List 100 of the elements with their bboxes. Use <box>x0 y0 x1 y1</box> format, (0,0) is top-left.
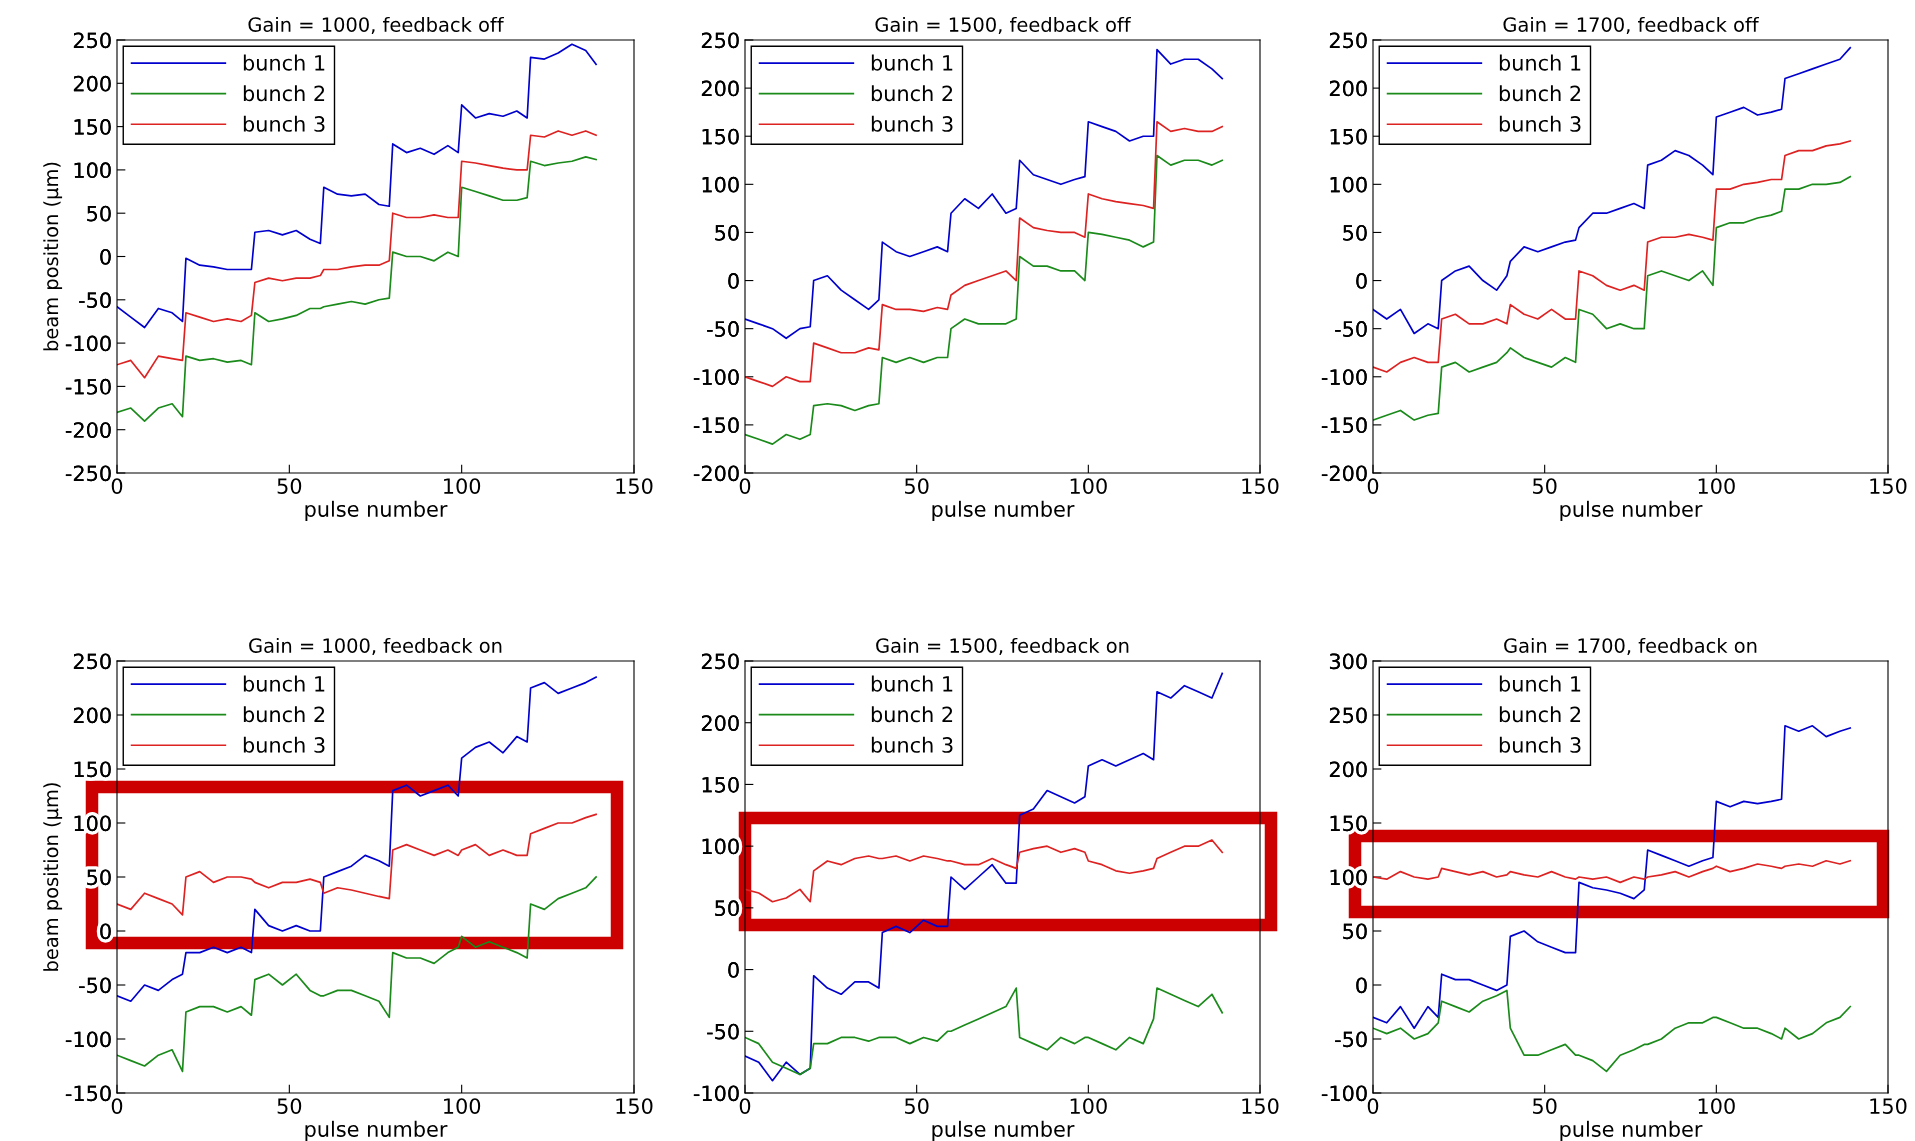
legend-label: bunch 1 <box>243 54 325 71</box>
x-tick-label: 100 <box>1698 1098 1735 1114</box>
chart-title: Gain = 1500, feedback on <box>876 637 1129 655</box>
x-tick-label: 100 <box>1070 1098 1107 1114</box>
legend-label: bunch 3 <box>871 736 953 753</box>
x-tick-label: 0 <box>739 478 751 494</box>
line-series <box>745 48 1224 340</box>
y-tick-label: -50 <box>707 1023 739 1040</box>
chart-title: Gain = 1700, feedback on <box>1504 637 1757 655</box>
line-series <box>745 839 1224 903</box>
x-axis-title: pulse number <box>1560 1120 1703 1141</box>
y-tick-label: -50 <box>79 977 111 994</box>
x-tick-label: 50 <box>905 478 929 494</box>
y-tick-label: 0 <box>100 923 111 940</box>
y-tick-label: -100 <box>1321 1085 1367 1102</box>
y-tick-label: -200 <box>693 465 739 482</box>
y-axis-title: beam position (μm) <box>43 162 63 351</box>
y-tick-label: 250 <box>73 32 111 49</box>
line-series <box>745 672 1224 1082</box>
y-tick-label: 50 <box>87 205 111 222</box>
legend-label: bunch 3 <box>1499 736 1581 753</box>
x-tick-label: 150 <box>1870 1098 1907 1114</box>
y-axis-title: beam position (μm) <box>43 783 63 971</box>
y-tick-label: 200 <box>1329 761 1367 778</box>
y-tick-label: 200 <box>701 80 739 97</box>
y-tick-label: 200 <box>73 75 111 92</box>
line-series <box>117 676 597 1003</box>
line-series <box>1373 46 1852 335</box>
legend-label: bunch 2 <box>1499 706 1581 723</box>
y-tick-label: 250 <box>73 653 111 670</box>
y-tick-label: 150 <box>1330 815 1367 832</box>
y-tick-label: 50 <box>715 224 739 241</box>
y-tick-label: 250 <box>701 653 739 670</box>
x-tick-label: 0 <box>1367 478 1379 494</box>
x-axis-title: pulse number <box>305 1120 448 1141</box>
x-tick-label: 150 <box>616 478 653 494</box>
y-tick-label: -100 <box>1321 369 1367 385</box>
x-axis-title: pulse number <box>932 1120 1075 1141</box>
x-tick-label: 100 <box>444 1098 481 1114</box>
y-tick-label: 150 <box>74 119 111 135</box>
legend-label: bunch 2 <box>871 85 953 102</box>
y-tick-label: -200 <box>1321 465 1367 482</box>
y-tick-label: 0 <box>1356 273 1367 289</box>
x-axis-title: pulse number <box>305 500 448 521</box>
y-tick-label: -100 <box>693 1085 739 1102</box>
y-tick-label: -150 <box>65 378 111 395</box>
line-series <box>117 43 597 329</box>
y-tick-label: 150 <box>702 128 739 145</box>
x-tick-label: 150 <box>616 1098 653 1114</box>
x-tick-label: 0 <box>111 478 123 494</box>
x-tick-label: 50 <box>277 478 302 494</box>
y-tick-label: 150 <box>1330 128 1367 145</box>
line-series <box>745 987 1224 1076</box>
legend-label: bunch 1 <box>871 675 953 692</box>
y-tick-label: 250 <box>701 32 739 49</box>
legend-label: bunch 2 <box>871 706 953 723</box>
x-tick-label: 50 <box>1533 1098 1557 1114</box>
legend-label: bunch 3 <box>1499 115 1581 132</box>
x-tick-label: 100 <box>444 478 481 494</box>
y-tick-label: 100 <box>702 176 739 193</box>
y-tick-label: -150 <box>693 417 739 434</box>
y-tick-label: -50 <box>1335 1031 1367 1048</box>
line-series <box>117 130 597 379</box>
x-axis-title: pulse number <box>1560 500 1703 521</box>
line-series <box>117 876 597 1073</box>
y-tick-label: 0 <box>728 962 739 978</box>
y-tick-label: 50 <box>1343 224 1367 241</box>
chart-title: Gain = 1000, feedback on <box>249 637 502 655</box>
x-tick-label: 150 <box>1870 478 1907 494</box>
legend-label: bunch 2 <box>243 85 325 102</box>
x-tick-label: 150 <box>1242 478 1279 494</box>
line-series <box>1373 175 1852 421</box>
x-tick-label: 0 <box>111 1098 123 1114</box>
legend-label: bunch 2 <box>1499 85 1581 102</box>
y-tick-label: 100 <box>702 838 739 855</box>
y-tick-label: 100 <box>74 162 111 179</box>
y-tick-label: 250 <box>1329 707 1367 724</box>
legend-label: bunch 1 <box>1499 675 1581 692</box>
x-tick-label: 0 <box>739 1098 751 1114</box>
line-series <box>117 156 597 422</box>
line-series <box>1373 859 1852 884</box>
legend-label: bunch 2 <box>243 706 325 723</box>
legend-label: bunch 1 <box>243 675 325 692</box>
y-tick-label: 150 <box>702 776 739 793</box>
x-tick-label: 100 <box>1070 478 1107 494</box>
legend-label: bunch 3 <box>243 115 325 132</box>
x-tick-label: 0 <box>1367 1098 1379 1114</box>
y-tick-label: -250 <box>65 465 111 482</box>
y-tick-label: -50 <box>1335 321 1367 337</box>
chart-title: Gain = 1700, feedback off <box>1503 16 1760 34</box>
x-tick-label: 50 <box>277 1098 302 1114</box>
y-tick-label: 0 <box>100 248 111 265</box>
y-tick-label: 0 <box>728 273 739 289</box>
chart-title: Gain = 1500, feedback off <box>875 16 1132 34</box>
legend-label: bunch 1 <box>871 54 953 71</box>
y-tick-label: 200 <box>1329 80 1367 97</box>
y-tick-label: 200 <box>701 715 739 731</box>
x-tick-label: 50 <box>1533 478 1557 494</box>
line-series <box>117 813 597 916</box>
y-tick-label: 50 <box>1343 923 1367 940</box>
